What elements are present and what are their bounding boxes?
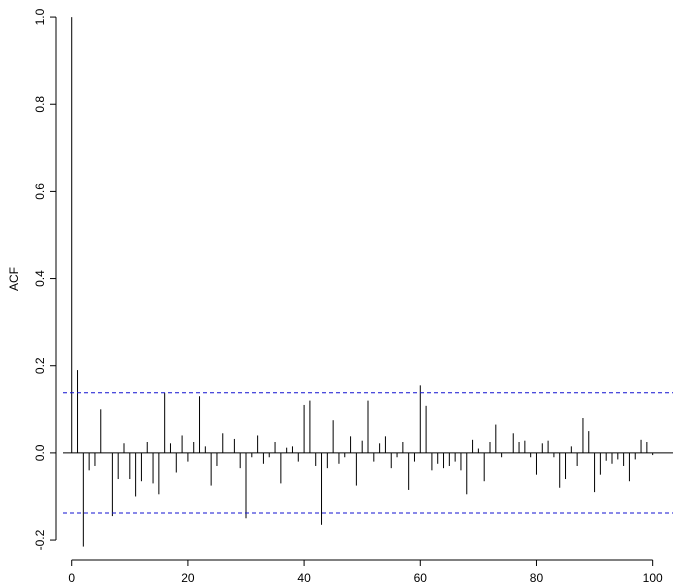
- x-tick-label: 60: [414, 571, 428, 584]
- y-tick-label: 0.6: [33, 183, 47, 200]
- y-tick-label: 0.2: [33, 357, 47, 374]
- x-tick-label: 20: [181, 571, 195, 584]
- x-axis: 0 20 40 60 80 100: [68, 559, 663, 584]
- x-tick-label: 0: [68, 571, 75, 584]
- y-axis-label: ACF: [7, 267, 21, 291]
- x-tick-label: 80: [530, 571, 544, 584]
- y-tick-label: 1.0: [33, 8, 47, 25]
- x-tick-label: 100: [643, 571, 663, 584]
- y-axis: -0.2 0.0 0.2 0.4 0.6 0.8 1.0: [33, 8, 57, 550]
- x-tick-label: 40: [297, 571, 311, 584]
- acf-bars: [71, 17, 654, 547]
- y-tick-label: 0.8: [33, 96, 47, 113]
- y-tick-label: 0.0: [33, 444, 47, 461]
- y-tick-label: 0.4: [33, 270, 47, 287]
- y-tick-label: -0.2: [33, 529, 47, 550]
